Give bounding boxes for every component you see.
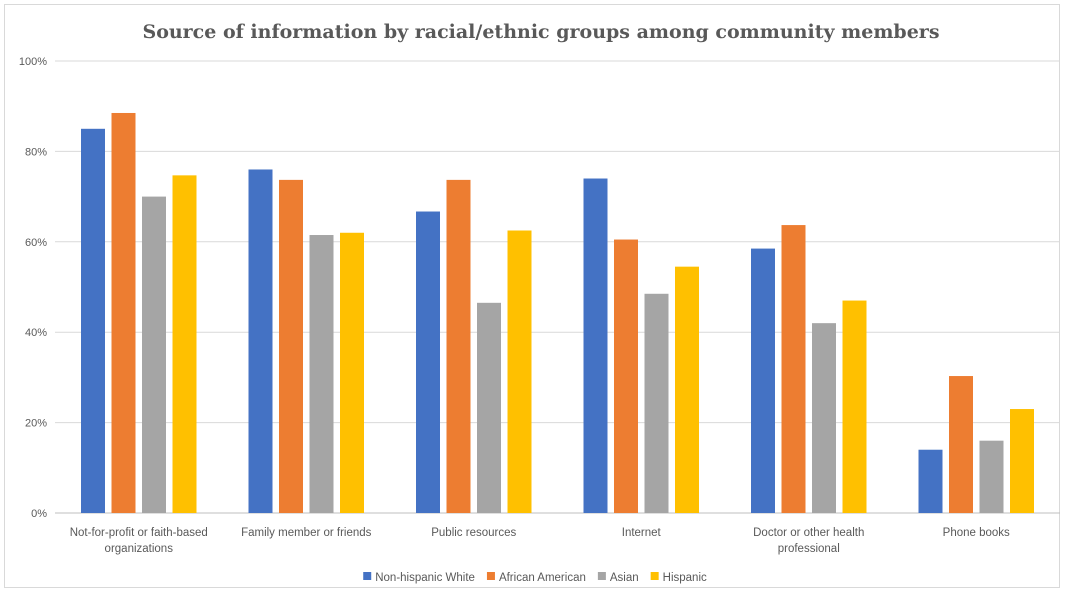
bar <box>477 302 501 513</box>
bar <box>248 169 273 514</box>
y-tick-label: 80% <box>25 146 47 158</box>
legend: Non-hispanic White African American Asian H… <box>363 572 707 584</box>
bar <box>446 179 471 513</box>
legend-label: Asian <box>610 572 639 584</box>
y-tick-label: 0% <box>31 508 47 520</box>
bar <box>583 178 608 513</box>
chart-title: Source of information by racial/ethnic g… <box>142 21 939 43</box>
bar <box>416 211 440 514</box>
legend-label: African American <box>499 572 586 584</box>
bar <box>675 266 699 513</box>
legend-label: Non-hispanic White <box>375 572 475 584</box>
bar <box>918 449 943 513</box>
x-tick-label: Not-for-profit or faith-based <box>70 527 208 539</box>
bar <box>614 239 638 514</box>
bar <box>507 230 532 513</box>
y-tick-label: 100% <box>19 56 47 68</box>
bar <box>172 175 197 513</box>
bar <box>979 440 1004 513</box>
legend-swatch <box>363 572 372 580</box>
category-labels: Not-for-profit or faith-based organizatio… <box>70 527 1010 555</box>
bar <box>111 112 136 513</box>
bars <box>81 112 1034 514</box>
legend-swatch <box>486 572 495 580</box>
x-tick-label: Public resources <box>431 527 516 539</box>
bar <box>949 376 973 513</box>
x-tick-label: Phone books <box>943 527 1010 539</box>
bar <box>781 225 806 514</box>
x-tick-label: organizations <box>105 543 174 555</box>
bar <box>751 248 775 513</box>
y-tick-label: 20% <box>25 418 47 430</box>
bar <box>279 179 303 513</box>
bar <box>644 293 669 513</box>
x-tick-label: Internet <box>622 527 662 539</box>
y-tick-label: 60% <box>25 237 47 249</box>
x-tick-label: professional <box>778 543 840 555</box>
x-tick-label: Doctor or other health <box>753 527 864 539</box>
gridlines: 0% 20% 40% 60% 80% 100% <box>19 56 1060 520</box>
legend-swatch <box>597 572 606 580</box>
bar <box>340 232 364 513</box>
x-tick-label: Family member or friends <box>241 527 372 539</box>
bar <box>309 235 334 513</box>
bar <box>1010 409 1034 513</box>
bar <box>142 196 166 513</box>
bar <box>81 128 105 514</box>
y-tick-label: 40% <box>25 327 47 339</box>
legend-swatch <box>650 572 659 580</box>
bar <box>842 300 867 513</box>
bar <box>812 323 836 513</box>
legend-label: Hispanic <box>663 572 707 584</box>
